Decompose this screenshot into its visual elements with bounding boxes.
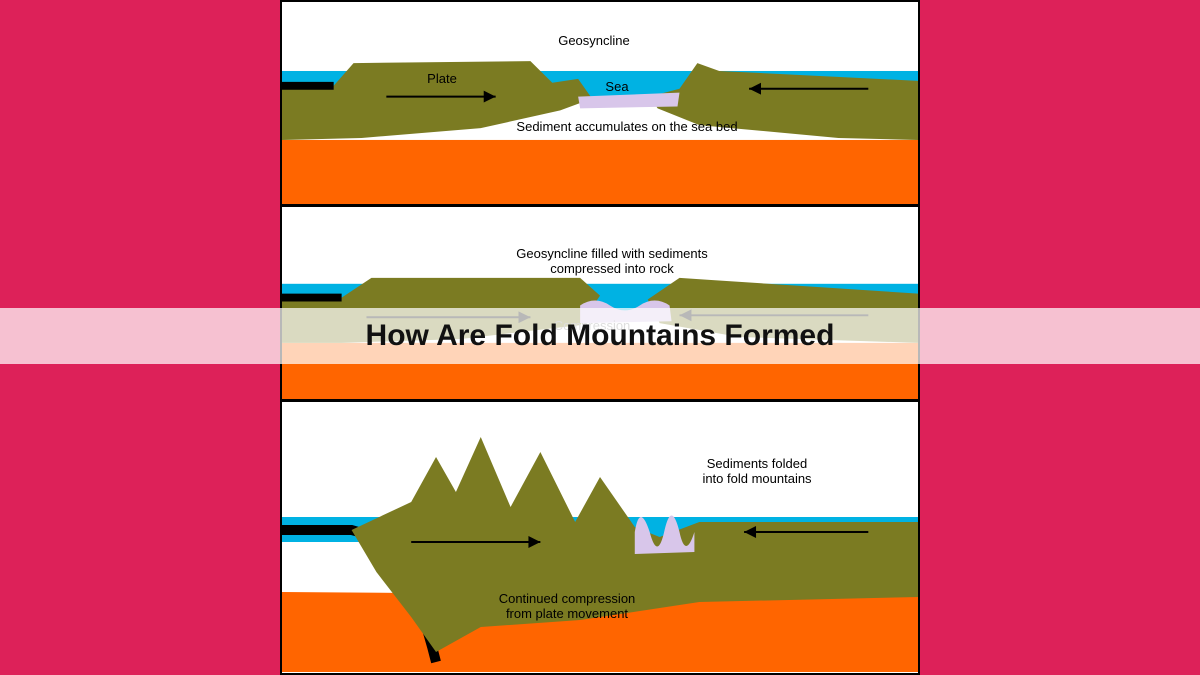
label-sediments-folded: Sediments folded into fold mountains bbox=[677, 457, 837, 487]
panel-stage-3: Sediments folded into fold mountains Con… bbox=[282, 402, 918, 672]
page-title: How Are Fold Mountains Formed bbox=[366, 319, 835, 353]
label-sediment-accum: Sediment accumulates on the sea bed bbox=[487, 120, 767, 135]
label-geosyncline-filled: Geosyncline filled with sediments compre… bbox=[472, 247, 752, 277]
label-sea: Sea bbox=[592, 80, 642, 95]
label-geosyncline: Geosyncline bbox=[534, 34, 654, 49]
label-plate: Plate bbox=[412, 72, 472, 87]
panel-stage-2: Geosyncline filled with sediments compre… bbox=[282, 207, 918, 402]
panel2-svg bbox=[282, 207, 918, 399]
label-continued-compression: Continued compression from plate movemen… bbox=[467, 592, 667, 622]
panel-stage-1: Geosyncline Plate Sea Sediment accumulat… bbox=[282, 2, 918, 207]
panel3-svg bbox=[282, 402, 918, 672]
title-overlay-band: How Are Fold Mountains Formed bbox=[0, 308, 1200, 364]
